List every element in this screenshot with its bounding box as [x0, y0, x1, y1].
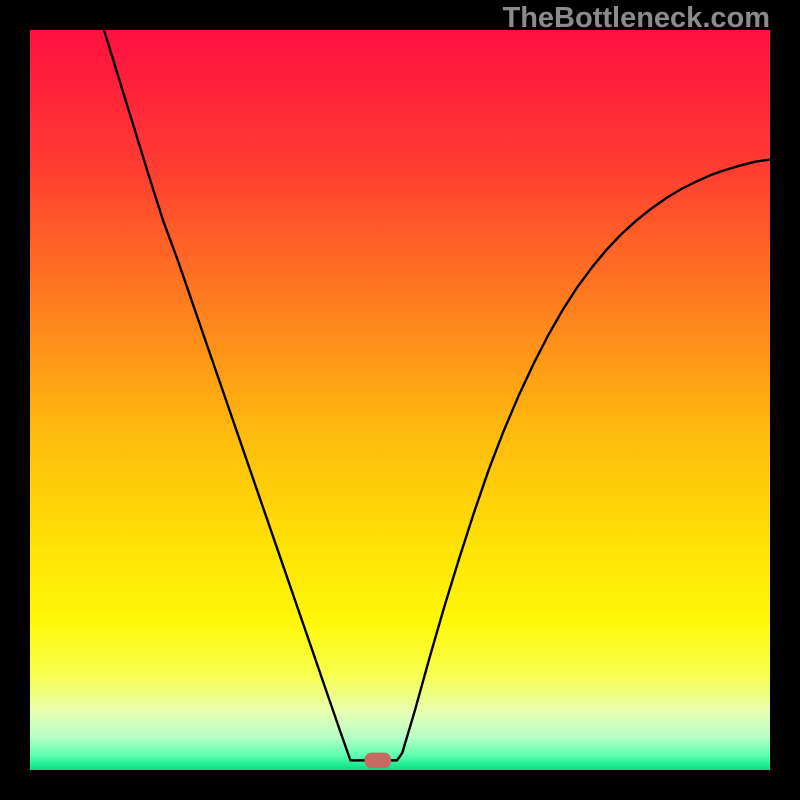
gradient-background [30, 30, 770, 770]
watermark-text: TheBottleneck.com [503, 2, 771, 35]
chart-frame: TheBottleneck.com [0, 0, 800, 800]
optimum-marker [364, 753, 391, 769]
bottleneck-chart [30, 30, 770, 770]
